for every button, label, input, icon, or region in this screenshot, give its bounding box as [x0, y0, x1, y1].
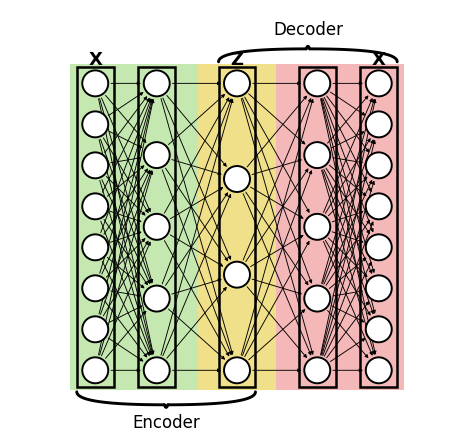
Circle shape: [144, 70, 170, 96]
Text: Encoder: Encoder: [132, 414, 200, 433]
Circle shape: [82, 70, 108, 96]
Circle shape: [304, 142, 330, 168]
Circle shape: [224, 262, 250, 288]
Circle shape: [304, 286, 330, 312]
Circle shape: [82, 152, 108, 178]
Circle shape: [82, 111, 108, 137]
Bar: [138, 67, 175, 387]
Text: Decoder: Decoder: [273, 21, 343, 39]
Circle shape: [82, 316, 108, 342]
Circle shape: [366, 235, 392, 260]
Text: X: X: [372, 51, 386, 69]
Bar: [198, 63, 276, 390]
Circle shape: [144, 142, 170, 168]
Circle shape: [224, 357, 250, 383]
Bar: [219, 67, 255, 387]
Circle shape: [366, 193, 392, 219]
Bar: [276, 63, 404, 390]
Circle shape: [304, 357, 330, 383]
Circle shape: [304, 70, 330, 96]
Text: Z: Z: [230, 51, 244, 69]
Bar: [77, 67, 114, 387]
Bar: [70, 63, 198, 390]
Circle shape: [82, 193, 108, 219]
Circle shape: [366, 111, 392, 137]
Text: X: X: [88, 51, 102, 69]
Circle shape: [82, 275, 108, 301]
Circle shape: [366, 70, 392, 96]
Circle shape: [144, 286, 170, 312]
Bar: [299, 67, 336, 387]
Circle shape: [224, 70, 250, 96]
Circle shape: [224, 166, 250, 192]
Circle shape: [366, 152, 392, 178]
Circle shape: [304, 214, 330, 240]
Circle shape: [82, 235, 108, 260]
Circle shape: [366, 357, 392, 383]
Circle shape: [366, 275, 392, 301]
Bar: [360, 67, 397, 387]
Circle shape: [366, 316, 392, 342]
Circle shape: [144, 214, 170, 240]
Circle shape: [144, 357, 170, 383]
Circle shape: [82, 357, 108, 383]
